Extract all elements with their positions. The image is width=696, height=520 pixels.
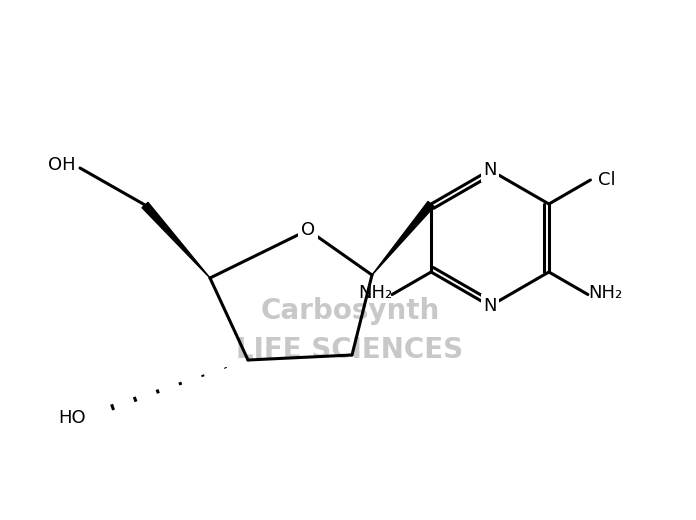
Polygon shape	[372, 201, 434, 275]
Text: HO: HO	[58, 409, 86, 427]
Text: O: O	[301, 221, 315, 239]
Text: N: N	[483, 297, 497, 315]
Text: O: O	[301, 221, 315, 239]
Text: Cl: Cl	[599, 171, 616, 189]
Text: N: N	[483, 161, 497, 179]
Text: N: N	[483, 161, 497, 179]
Polygon shape	[142, 202, 210, 278]
Text: NH₂: NH₂	[588, 283, 622, 302]
Text: Carbosynth
LIFE SCIENCES: Carbosynth LIFE SCIENCES	[237, 296, 464, 363]
Text: N: N	[483, 297, 497, 315]
Text: OH: OH	[49, 156, 76, 174]
Text: NH₂: NH₂	[358, 283, 392, 302]
